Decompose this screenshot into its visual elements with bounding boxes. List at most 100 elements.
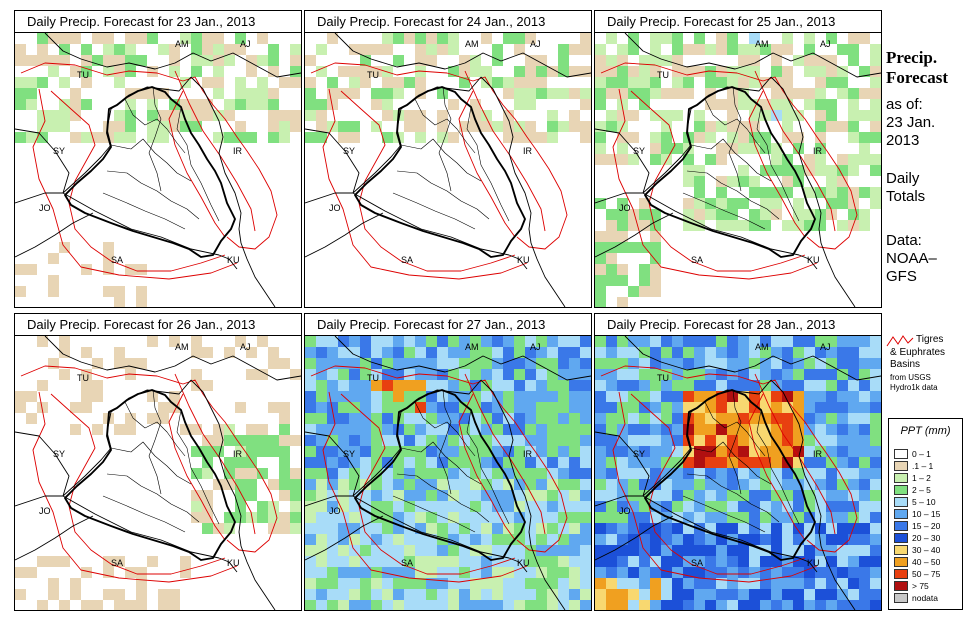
precip-cell xyxy=(459,490,470,501)
precip-cell xyxy=(547,66,558,77)
precip-cell xyxy=(815,132,826,143)
precip-cell xyxy=(782,358,793,369)
precip-cell xyxy=(782,121,793,132)
precip-cell xyxy=(628,534,639,545)
precip-cell xyxy=(305,380,316,391)
precip-cell xyxy=(426,457,437,468)
precip-cell xyxy=(426,336,437,347)
precip-cell xyxy=(837,44,848,55)
country-boundary xyxy=(15,192,63,204)
precip-cell xyxy=(859,490,870,501)
precip-cell xyxy=(595,567,606,578)
precip-cell xyxy=(683,220,694,231)
precip-cell xyxy=(246,99,257,110)
precip-cell xyxy=(92,600,103,610)
precip-cell xyxy=(815,369,826,380)
precip-cell xyxy=(760,479,771,490)
precip-cell xyxy=(661,556,672,567)
precip-cell xyxy=(628,578,639,589)
precip-cell xyxy=(837,66,848,77)
precip-cell xyxy=(114,44,125,55)
precip-cell xyxy=(595,44,606,55)
precip-cell xyxy=(826,402,837,413)
precip-cell xyxy=(628,490,639,501)
precip-cell xyxy=(716,220,727,231)
precip-cell xyxy=(503,369,514,380)
precip-cell xyxy=(650,253,661,264)
precip-cell xyxy=(15,286,26,297)
precip-cell xyxy=(525,413,536,424)
country-label: TU xyxy=(77,70,89,80)
precip-cell xyxy=(672,578,683,589)
precip-cell xyxy=(727,457,738,468)
precip-cell xyxy=(268,66,279,77)
legend-swatch xyxy=(894,473,908,483)
basin-boundary xyxy=(168,90,226,238)
country-label: SY xyxy=(633,146,645,156)
precip-cell xyxy=(738,534,749,545)
precip-cell xyxy=(213,435,224,446)
precip-cell xyxy=(349,347,360,358)
country-boundary xyxy=(352,495,510,559)
precip-cell xyxy=(727,121,738,132)
precip-cell xyxy=(804,435,815,446)
precip-cell xyxy=(279,523,290,534)
precip-cell xyxy=(580,424,591,435)
precip-cell xyxy=(305,358,316,369)
province-boundary xyxy=(682,495,766,533)
precip-cell xyxy=(525,369,536,380)
country-label: SY xyxy=(343,449,355,459)
precip-cell xyxy=(349,479,360,490)
precip-cell xyxy=(470,512,481,523)
country-boundary xyxy=(15,431,70,497)
precip-cell xyxy=(639,286,650,297)
basin-boundary xyxy=(340,90,516,272)
precip-cell xyxy=(426,534,437,545)
precip-cell xyxy=(639,209,650,220)
precip-cell xyxy=(859,556,870,567)
precip-cell xyxy=(525,556,536,567)
precip-cell xyxy=(661,143,672,154)
precip-cell xyxy=(147,556,158,567)
precip-cell xyxy=(782,413,793,424)
basin-source-line: from USGS xyxy=(890,373,931,382)
precip-cell xyxy=(628,286,639,297)
precip-cell xyxy=(672,501,683,512)
precip-cell xyxy=(191,446,202,457)
precip-cell xyxy=(191,336,202,347)
precip-cell xyxy=(672,567,683,578)
precip-cell xyxy=(492,413,503,424)
precip-cell xyxy=(470,110,481,121)
precip-cell xyxy=(349,380,360,391)
precip-cell xyxy=(837,380,848,391)
precip-cell xyxy=(492,446,503,457)
precip-cell xyxy=(580,534,591,545)
precip-cell xyxy=(617,55,628,66)
precip-cell xyxy=(628,347,639,358)
precip-cell xyxy=(514,589,525,600)
precip-cell xyxy=(793,198,804,209)
precip-cell xyxy=(382,369,393,380)
precip-cell xyxy=(837,534,848,545)
precip-cell xyxy=(114,66,125,77)
legend-swatch xyxy=(894,509,908,519)
precip-cell xyxy=(415,457,426,468)
precip-cell xyxy=(595,523,606,534)
precip-cell xyxy=(316,66,327,77)
precip-cell xyxy=(393,358,404,369)
precip-cell xyxy=(525,468,536,479)
precip-cell xyxy=(514,457,525,468)
precip-cell xyxy=(694,336,705,347)
precip-cell xyxy=(661,88,672,99)
precip-cell xyxy=(305,424,316,435)
precip-cell xyxy=(393,468,404,479)
precip-cell xyxy=(470,479,481,490)
precip-cell xyxy=(705,501,716,512)
precip-cell xyxy=(569,512,580,523)
precip-cell xyxy=(305,99,316,110)
precip-cell xyxy=(870,77,881,88)
precip-cell xyxy=(426,468,437,479)
province-boundary xyxy=(392,192,476,230)
province-boundary xyxy=(176,106,220,222)
